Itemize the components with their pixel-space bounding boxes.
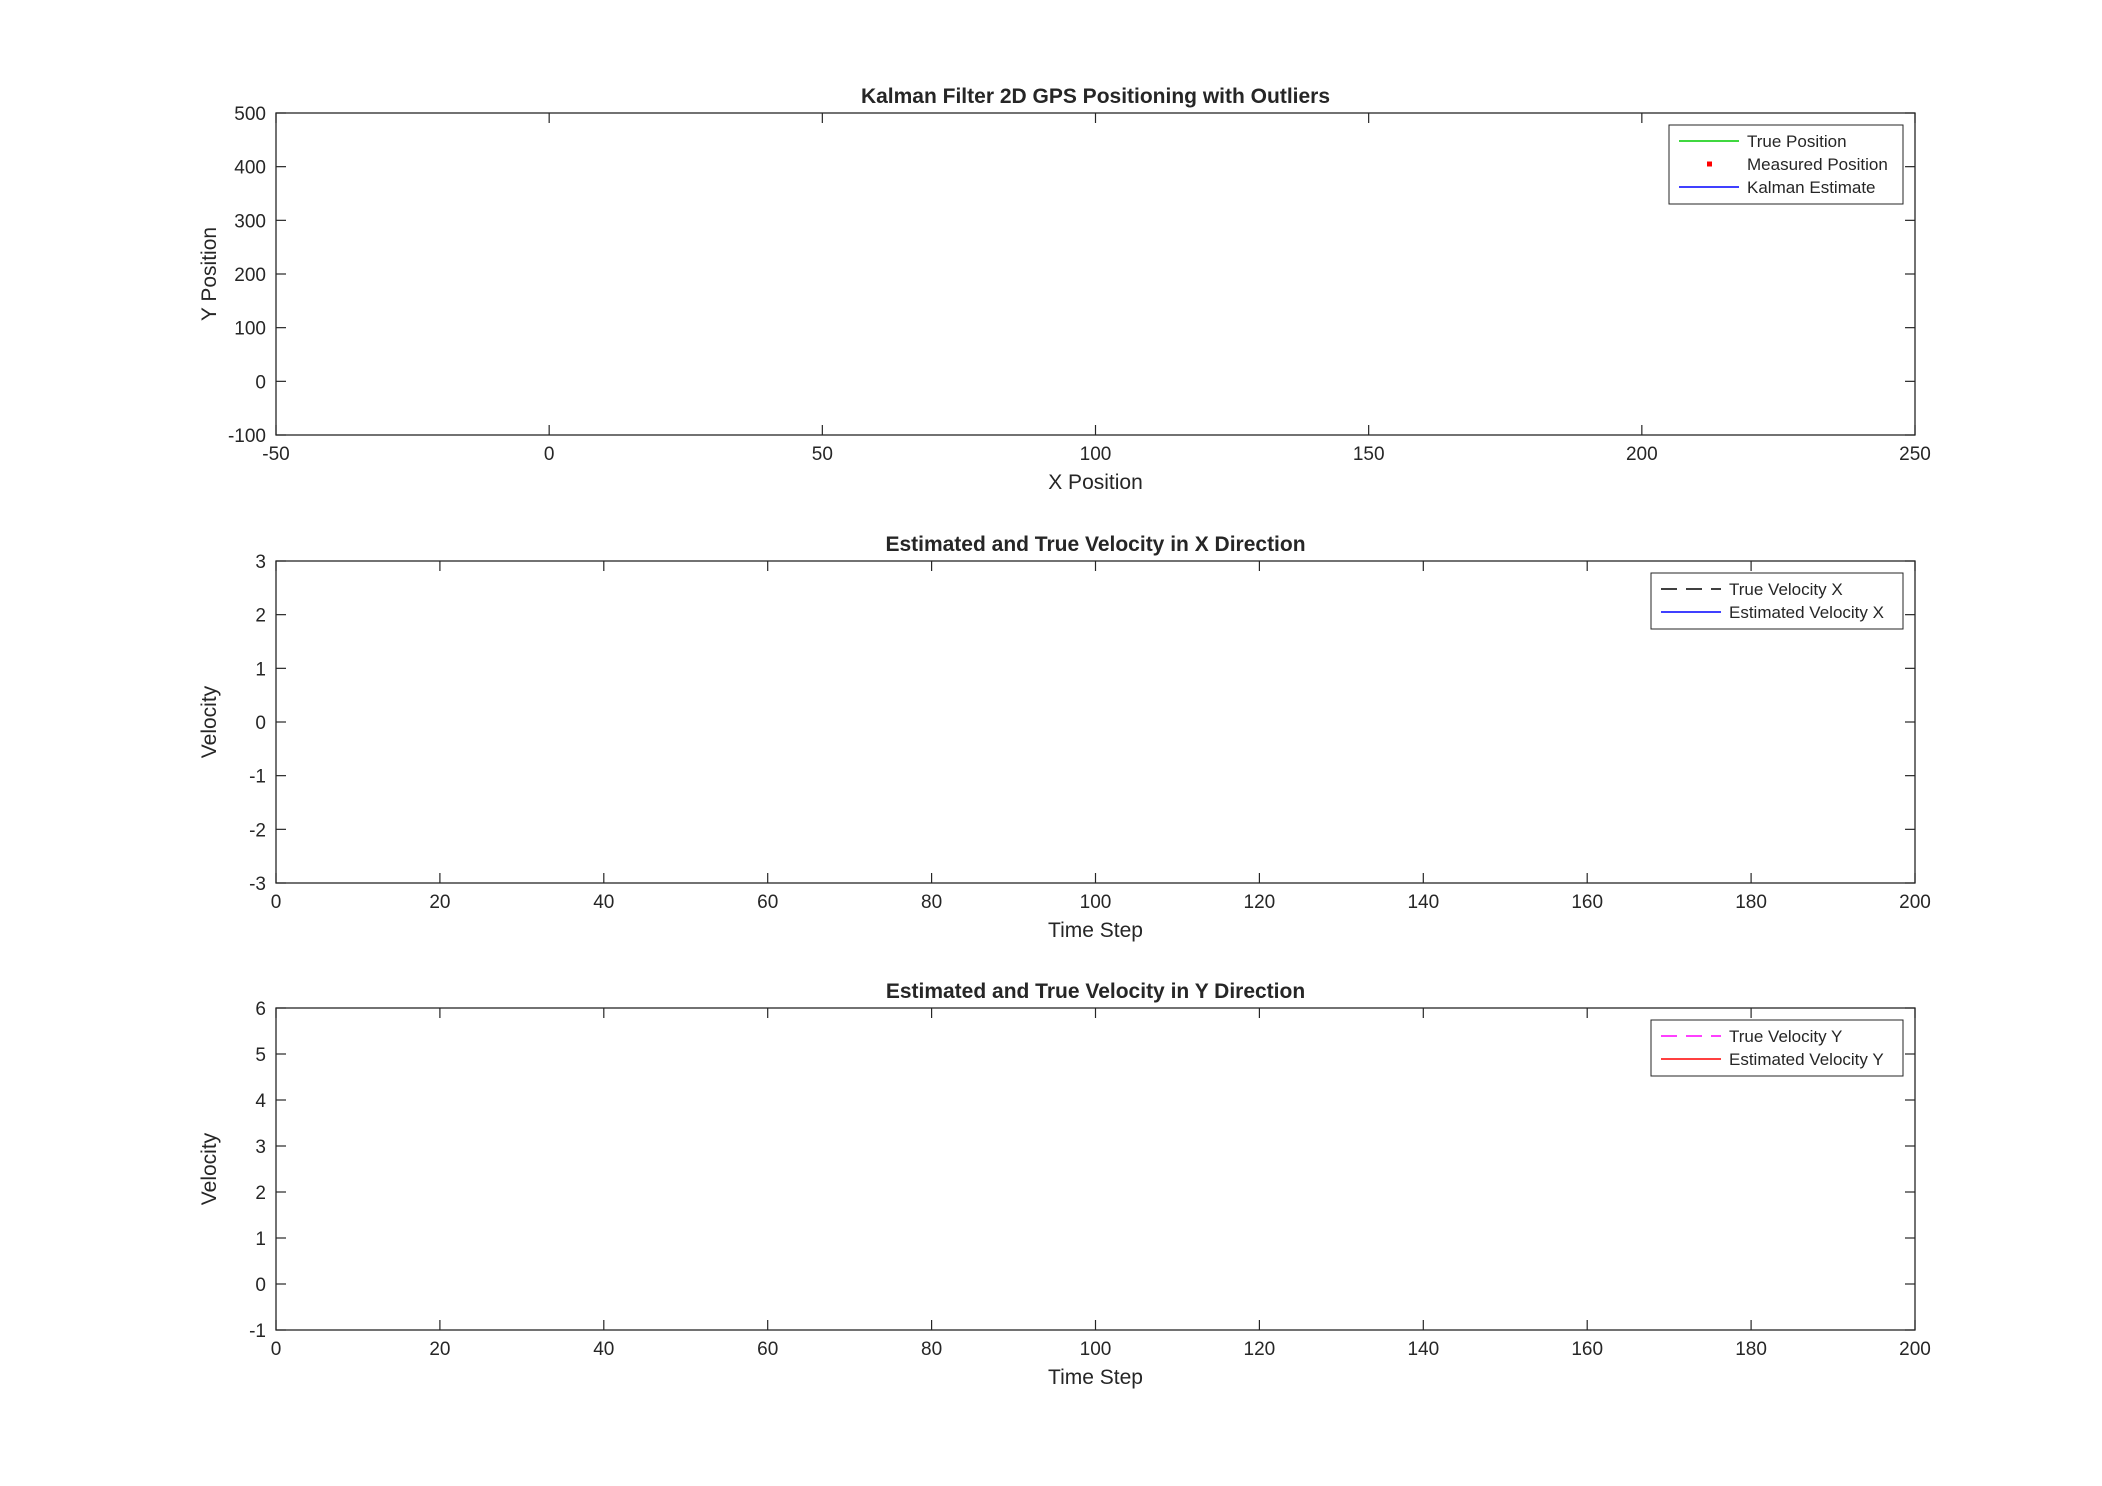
chart-panel-1: -50 0 50 100 150 200 250 -100 0 100 200 300 400 500 Ka… bbox=[198, 85, 1931, 494]
y-tick-label: -3 bbox=[249, 874, 266, 895]
x-tick-label: 80 bbox=[921, 892, 942, 913]
chart-panel-3: 0 20 40 60 80 100 120 140 160 180 200-10123456Esti… bbox=[198, 980, 1931, 1389]
chart-title: Estimated and True Velocity in Y Directi… bbox=[886, 980, 1305, 1003]
y-tick-label: 5 bbox=[255, 1045, 266, 1066]
x-tick-label: 200 bbox=[1626, 444, 1658, 465]
x-axis-label: X Position bbox=[1048, 471, 1143, 494]
x-tick-label: 200 bbox=[1899, 1339, 1931, 1360]
y-tick-label: 1 bbox=[255, 1229, 266, 1250]
legend-box bbox=[1650, 1019, 1904, 1077]
y-tick-label: 6 bbox=[255, 999, 266, 1020]
x-tick-label: 60 bbox=[757, 892, 778, 913]
y-tick-label: -100 bbox=[228, 426, 266, 447]
x-tick-label: 40 bbox=[593, 892, 614, 913]
y-tick-label: 4 bbox=[255, 1091, 266, 1112]
x-tick-label: 80 bbox=[921, 1339, 942, 1360]
x-tick-label: 140 bbox=[1407, 1339, 1439, 1360]
y-axis-label: Y Position bbox=[198, 227, 221, 321]
legend-entry-label: Kalman Estimate bbox=[1747, 178, 1876, 197]
x-tick-label: 180 bbox=[1735, 1339, 1767, 1360]
legend: True Velocity Y Estimated Velocity Y bbox=[1650, 1019, 1904, 1077]
y-axis-label: Velocity bbox=[198, 1132, 221, 1205]
x-tick-label: 50 bbox=[812, 444, 833, 465]
legend-box bbox=[1650, 572, 1904, 630]
y-tick-label: -1 bbox=[249, 1321, 266, 1342]
y-tick-label: 2 bbox=[255, 606, 266, 627]
x-axis-label: Time Step bbox=[1048, 919, 1143, 942]
y-tick-label: 1 bbox=[255, 659, 266, 680]
y-tick-label: 0 bbox=[255, 372, 266, 393]
legend: True Position Measured Position Kalman Est… bbox=[1668, 124, 1904, 205]
y-tick-label: 0 bbox=[255, 1275, 266, 1296]
legend-entry-label: Estimated Velocity Y bbox=[1729, 1050, 1884, 1069]
x-tick-label: 20 bbox=[429, 892, 450, 913]
y-tick-label: 100 bbox=[234, 319, 266, 340]
y-tick-label: 400 bbox=[234, 158, 266, 179]
x-axis-label: Time Step bbox=[1048, 1366, 1143, 1389]
y-tick-label: 2 bbox=[255, 1183, 266, 1204]
legend-entry-label: Measured Position bbox=[1747, 155, 1888, 174]
chart-title: Kalman Filter 2D GPS Positioning with Ou… bbox=[861, 85, 1330, 108]
y-tick-label: 0 bbox=[255, 713, 266, 734]
x-tick-label: 100 bbox=[1080, 892, 1112, 913]
y-tick-label: 3 bbox=[255, 1137, 266, 1158]
x-tick-label: 250 bbox=[1899, 444, 1931, 465]
y-tick-label: 500 bbox=[234, 104, 266, 125]
x-tick-label: 200 bbox=[1899, 892, 1931, 913]
chart-title: Estimated and True Velocity in X Directi… bbox=[885, 533, 1305, 556]
x-tick-label: 120 bbox=[1244, 892, 1276, 913]
x-tick-label: 160 bbox=[1571, 1339, 1603, 1360]
x-tick-label: 160 bbox=[1571, 892, 1603, 913]
legend-entry-label: True Velocity X bbox=[1729, 580, 1843, 599]
y-tick-label: 200 bbox=[234, 265, 266, 286]
x-tick-label: 150 bbox=[1353, 444, 1385, 465]
y-tick-label: -1 bbox=[249, 767, 266, 788]
y-tick-label: 300 bbox=[234, 211, 266, 232]
x-tick-label: 20 bbox=[429, 1339, 450, 1360]
y-tick-label: -2 bbox=[249, 820, 266, 841]
axes-box bbox=[275, 1007, 1916, 1331]
legend: True Velocity X Estimated Velocity X bbox=[1650, 572, 1904, 630]
legend-entry-label: True Velocity Y bbox=[1729, 1027, 1842, 1046]
y-tick-label: 3 bbox=[255, 552, 266, 573]
x-tick-label: 100 bbox=[1080, 444, 1112, 465]
x-tick-label: 100 bbox=[1080, 1339, 1112, 1360]
legend-entry-label: True Position bbox=[1747, 132, 1847, 151]
x-tick-label: 0 bbox=[544, 444, 555, 465]
x-tick-label: -50 bbox=[262, 444, 289, 465]
x-tick-label: 0 bbox=[271, 892, 282, 913]
x-tick-label: 40 bbox=[593, 1339, 614, 1360]
axes-box bbox=[275, 560, 1916, 884]
x-tick-label: 60 bbox=[757, 1339, 778, 1360]
x-tick-label: 120 bbox=[1244, 1339, 1276, 1360]
legend-marker bbox=[1707, 161, 1712, 167]
x-tick-label: 0 bbox=[271, 1339, 282, 1360]
chart-panel-2: 0 20 40 60 80 100 120 140 160 180 200 -3 -2 -1 0 1 2 3 Est… bbox=[198, 533, 1931, 942]
x-tick-label: 140 bbox=[1407, 892, 1439, 913]
legend-entry-label: Estimated Velocity X bbox=[1729, 603, 1884, 622]
x-tick-label: 180 bbox=[1735, 892, 1767, 913]
y-axis-label: Velocity bbox=[198, 685, 221, 758]
